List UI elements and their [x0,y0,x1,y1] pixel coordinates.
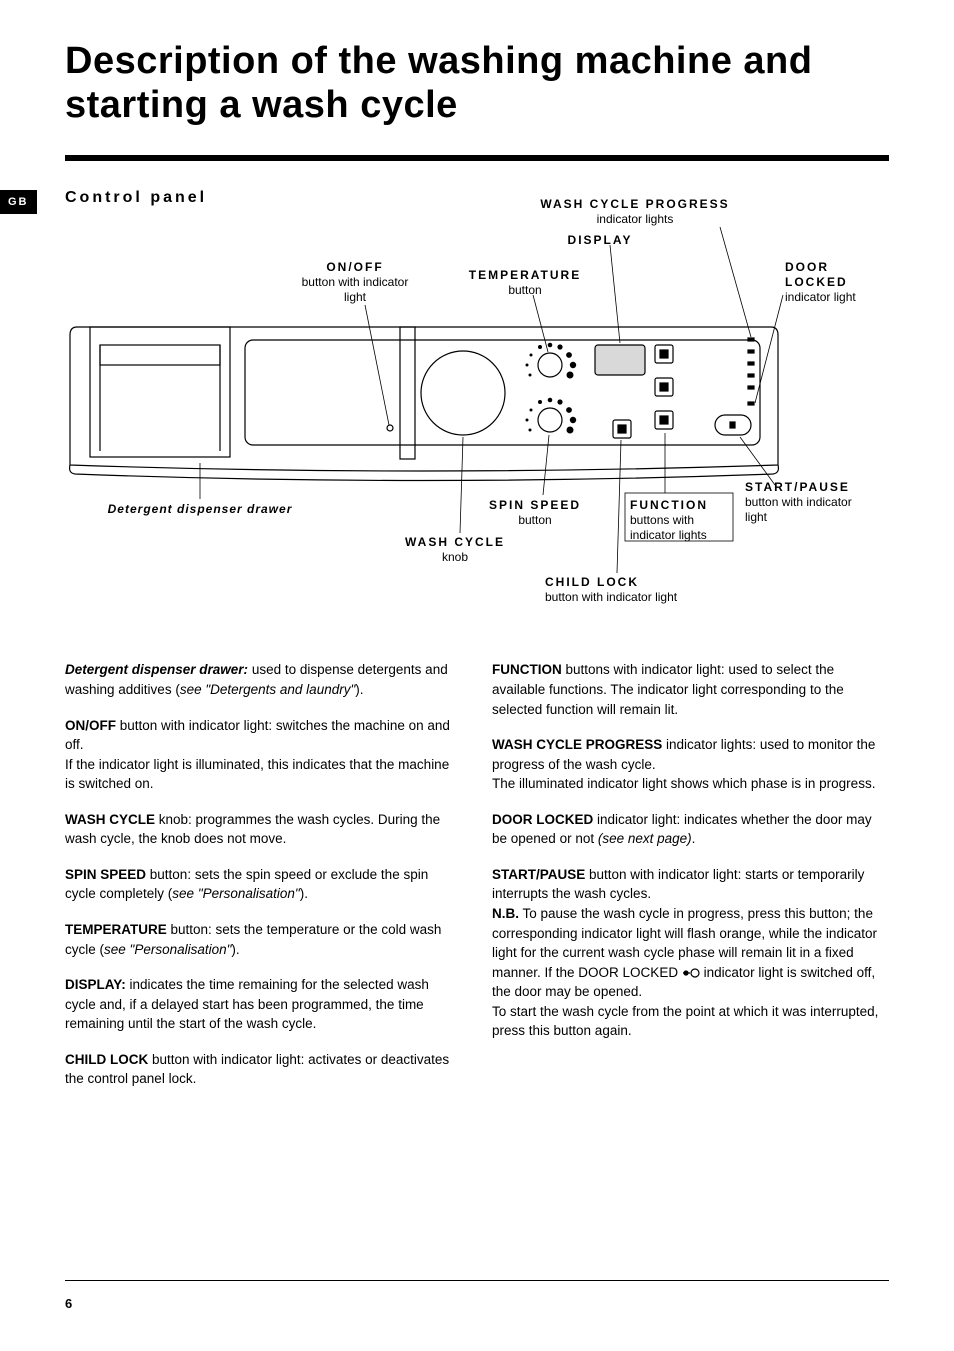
footer-rule [65,1280,889,1281]
language-tab: GB [0,190,37,214]
door-lock-icon [682,968,700,978]
para-spinspeed: SPIN SPEED button: sets the spin speed o… [65,865,462,904]
title-rule [65,155,889,161]
para-doorlocked: DOOR LOCKED indicator light: indicates w… [492,810,889,849]
control-panel-diagram: WASH CYCLE PROGRESS indicator lights DIS… [65,215,889,615]
para-washcycle: WASH CYCLE knob: programmes the wash cyc… [65,810,462,849]
page-number: 6 [65,1296,72,1311]
para-childlock: CHILD LOCK button with indicator light: … [65,1050,462,1089]
right-column: FUNCTION buttons with indicator light: u… [492,660,889,1105]
body-columns: Detergent dispenser drawer: used to disp… [65,660,889,1105]
control-panel-heading: Control panel [65,189,889,207]
page-title: Description of the washing machine and s… [65,40,889,127]
control-panel-svg [65,215,889,615]
left-column: Detergent dispenser drawer: used to disp… [65,660,462,1105]
para-detergent: Detergent dispenser drawer: used to disp… [65,660,462,699]
para-display: DISPLAY: indicates the time remaining fo… [65,975,462,1034]
para-startpause: START/PAUSE button with indicator light:… [492,865,889,1041]
para-temperature: TEMPERATURE button: sets the temperature… [65,920,462,959]
para-onoff: ON/OFF button with indicator light: swit… [65,716,462,794]
label-text: WASH CYCLE PROGRESS [540,197,729,211]
para-progress: WASH CYCLE PROGRESS indicator lights: us… [492,735,889,794]
para-function: FUNCTION buttons with indicator light: u… [492,660,889,719]
